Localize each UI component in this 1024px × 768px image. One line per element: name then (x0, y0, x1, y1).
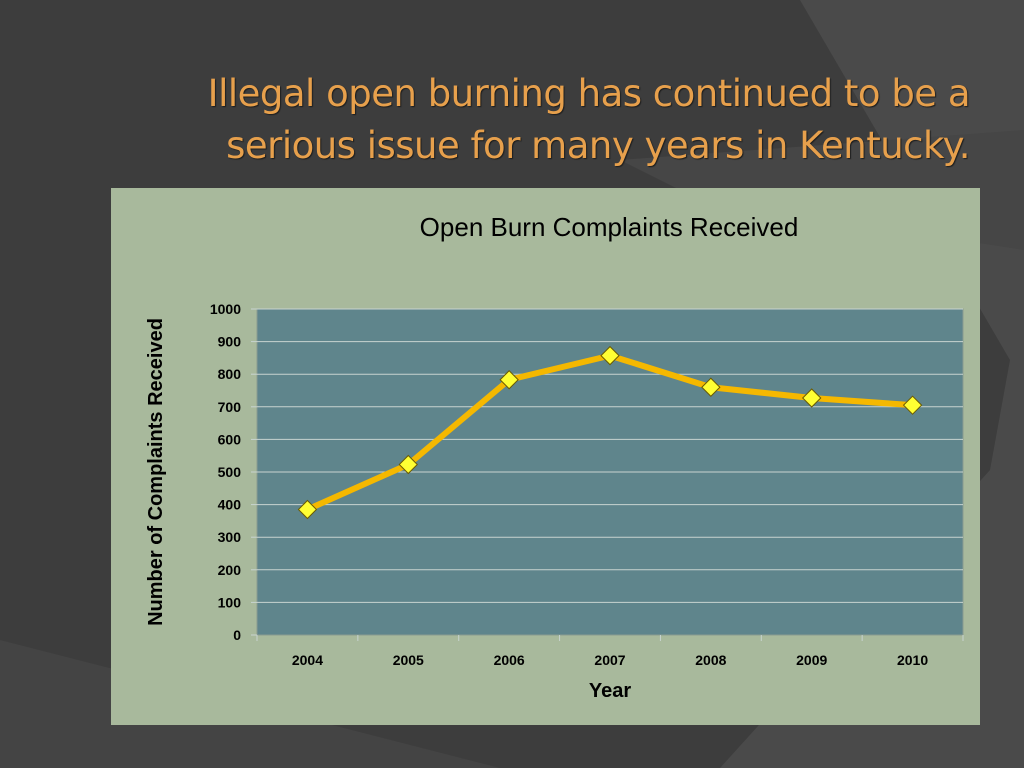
data-point-marker (398, 454, 418, 475)
x-tick-label: 2005 (393, 652, 424, 668)
x-tick-label: 2009 (796, 652, 827, 668)
y-tick-label: 100 (218, 594, 242, 610)
x-tick-label: 2010 (897, 652, 928, 668)
slide-title-line-1: Illegal open burning has continued to be… (207, 72, 971, 115)
series-complaints (297, 345, 923, 520)
y-tick-label: 800 (218, 366, 242, 382)
data-point-marker (297, 499, 318, 520)
y-tick-label: 500 (218, 464, 242, 480)
data-point-marker (902, 395, 923, 415)
slide-title: Illegal open burning has continued to be… (60, 68, 971, 172)
y-axis-label: Number of Complaints Received (145, 318, 167, 626)
y-tick-label: 900 (218, 334, 242, 350)
y-tick-label: 0 (233, 627, 241, 643)
x-tick-label: 2008 (695, 652, 726, 668)
slide-title-line-2: serious issue for many years in Kentucky… (226, 124, 970, 167)
y-tick-label: 300 (218, 529, 242, 545)
x-tick-label: 2004 (292, 652, 323, 668)
y-tick-label: 1000 (210, 301, 241, 317)
gridlines (257, 308, 963, 603)
y-tick-label: 200 (218, 562, 242, 578)
chart-title: Open Burn Complaints Received (420, 212, 799, 242)
y-axis-ticks: 0 100 200 300 400 500 600 700 800 900 1000 (210, 301, 257, 643)
x-axis-label: Year (589, 680, 631, 702)
data-point-marker (802, 388, 822, 408)
data-point-marker (600, 345, 620, 366)
data-point-marker (499, 370, 519, 390)
x-tick-label: 2006 (494, 652, 525, 668)
data-point-marker (701, 377, 721, 397)
y-tick-label: 700 (218, 399, 242, 415)
y-tick-label: 600 (218, 431, 242, 447)
chart-area: Open Burn Complaints Received 0 100 200 300… (111, 188, 980, 725)
y-tick-label: 400 (218, 497, 242, 513)
x-axis-ticks: 2004 2005 2006 2007 2008 2009 2010 (256, 635, 964, 668)
line-chart: Open Burn Complaints Received 0 100 200 300… (145, 212, 964, 702)
x-tick-label: 2007 (594, 652, 625, 668)
